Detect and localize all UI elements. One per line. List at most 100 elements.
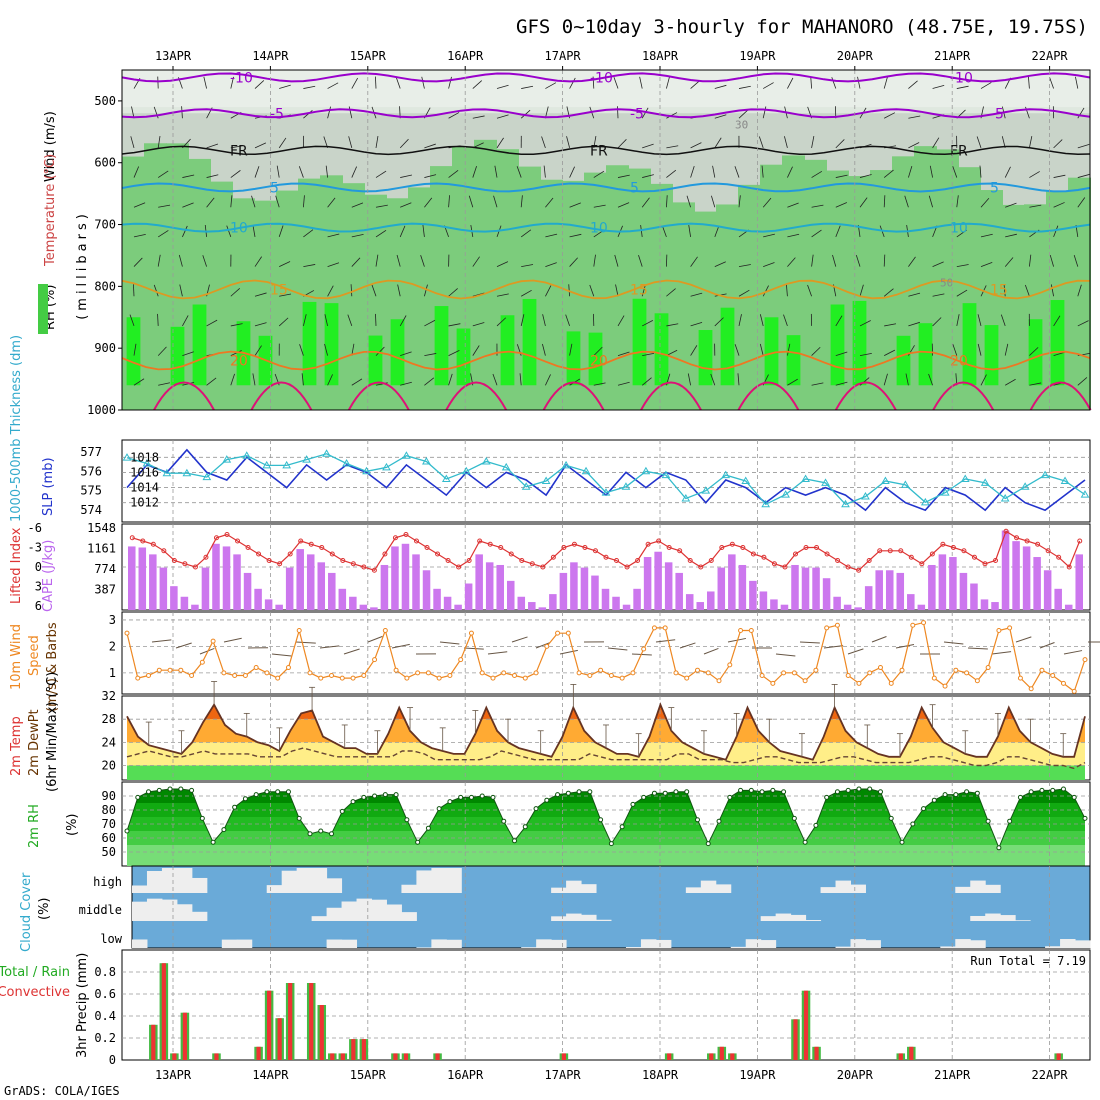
upper-wind-barb	[303, 195, 305, 208]
speed-point	[232, 672, 238, 678]
upper-wind-barb	[1029, 347, 1039, 356]
cape-bar	[233, 554, 241, 610]
wind-axis-label-3: (m/s) & Barbs	[45, 622, 60, 712]
upper-wind-barb	[738, 195, 741, 208]
bottom-date-label: 15APR	[350, 1068, 387, 1082]
li-point	[298, 538, 304, 544]
upper-wind-barb	[496, 84, 509, 89]
upper-wind-barb	[375, 135, 379, 148]
upper-wind-barb	[811, 170, 823, 178]
thickness-point	[1040, 470, 1050, 479]
upper-wind-barb	[787, 257, 796, 267]
upper-wind-barb	[1004, 257, 1014, 267]
upper-wind-barb	[375, 346, 385, 356]
upper-wind-barb	[545, 262, 557, 267]
speed-point	[587, 672, 593, 678]
thickness-point	[661, 470, 671, 479]
footer-credit: GrADS: COLA/IGES	[4, 1084, 120, 1098]
upper-wind-barb	[494, 165, 498, 178]
upper-wind-barb	[543, 165, 546, 178]
upper-wind-barb	[375, 76, 377, 89]
upper-wind-barb	[762, 106, 767, 119]
speed-point	[953, 667, 959, 673]
pressure-tick-label: 800	[94, 279, 116, 293]
speed-point	[458, 657, 464, 663]
upper-wind-barb	[1024, 284, 1030, 297]
rh-column-saturated	[830, 304, 845, 386]
upper-wind-barb	[327, 285, 334, 297]
upper-wind-barb	[327, 106, 331, 119]
upper-wind-barb	[738, 264, 751, 267]
rh-point	[146, 789, 152, 795]
speed-point	[146, 672, 152, 678]
upper-wind-barb	[182, 315, 189, 327]
rh-point	[781, 789, 787, 795]
li-point	[392, 535, 398, 541]
upper-wind-barb	[254, 142, 267, 149]
li-point	[866, 558, 872, 563]
upper-wind-barb	[133, 166, 140, 178]
upper-wind-barb	[617, 106, 619, 119]
upper-wind-barb	[617, 174, 630, 178]
thickness-point	[202, 472, 212, 481]
rh-column-saturated	[786, 335, 801, 386]
upper-wind-barb	[908, 256, 916, 267]
upper-wind-barb	[690, 345, 698, 356]
rh-point	[727, 794, 733, 800]
speed-point	[512, 672, 518, 678]
cloud-bar	[566, 913, 582, 921]
upper-wind-barb	[1028, 76, 1030, 89]
upper-wind-barb	[835, 351, 848, 356]
upper-wind-barb	[759, 314, 764, 327]
upper-wind-barb	[979, 165, 982, 178]
upper-wind-barb	[932, 85, 945, 89]
precip-conv-bar	[898, 1053, 903, 1060]
cape-bar	[359, 604, 368, 610]
thickness-point	[940, 488, 950, 496]
precip-conv-bar	[435, 1053, 440, 1060]
li-point	[656, 538, 662, 544]
speed-point	[490, 675, 496, 681]
upper-wind-barb	[496, 137, 504, 149]
cape-bar	[707, 591, 715, 610]
precip-tick-label: 0.4	[94, 1009, 116, 1023]
speed-point	[813, 667, 819, 673]
upper-wind-barb	[1053, 315, 1061, 327]
speed-point	[877, 665, 883, 671]
upper-wind-barb	[375, 170, 387, 178]
cloud-bar	[431, 868, 447, 893]
precip-tick-label: 0.6	[94, 987, 116, 1001]
cape-bar	[980, 599, 989, 610]
li-point	[561, 545, 567, 550]
cape-bar	[612, 596, 620, 610]
upper-wind-barb	[303, 314, 307, 327]
upper-wind-barb	[810, 76, 812, 89]
isotherm-label: 5	[990, 180, 999, 196]
isotherm-label: FR	[230, 143, 248, 159]
speed-point	[824, 625, 830, 631]
temperature-axis-label: Temperature (°C)	[43, 154, 58, 267]
thickness-point	[1020, 482, 1030, 490]
cloud-bars	[132, 868, 1091, 948]
upper-wind-barb	[593, 170, 605, 178]
temp-tick-label: 28	[102, 712, 116, 726]
upper-wind-barb	[519, 373, 522, 386]
cape-bar	[328, 572, 336, 610]
cape-bar	[580, 567, 589, 610]
li-point	[466, 558, 472, 563]
precip-tick-label: 0.8	[94, 965, 116, 979]
upper-wind-barb	[327, 82, 339, 89]
speed-point	[705, 670, 711, 676]
li-tick-label: 6	[35, 599, 42, 613]
upper-wind-barb	[542, 343, 546, 356]
upper-wind-barb	[279, 293, 292, 297]
surface-barb	[343, 648, 360, 655]
cloud-bar	[326, 907, 343, 921]
upper-wind-barb	[859, 320, 871, 327]
speed-point	[501, 670, 507, 676]
li-point	[192, 564, 198, 570]
upper-wind-barb	[182, 351, 194, 356]
upper-wind-barb	[1077, 143, 1090, 149]
rh-point	[834, 789, 840, 795]
